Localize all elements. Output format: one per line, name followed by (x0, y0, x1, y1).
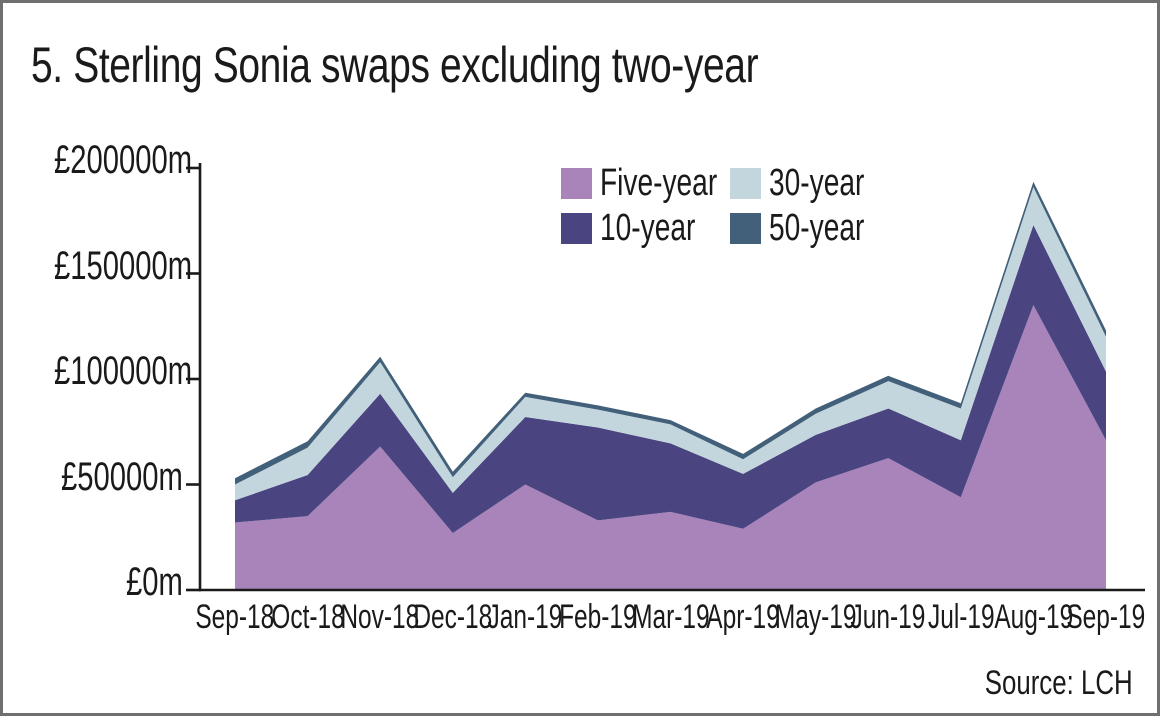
x-tick-label-text: Jun-19 (850, 598, 926, 636)
x-tick-label-text: Jul-19 (927, 598, 995, 636)
x-tick-label-text: Sep-19 (1066, 598, 1146, 636)
x-tick-label-text: Nov-18 (340, 598, 420, 636)
legend-swatch-50-year (730, 212, 761, 244)
x-tick-label: May-19 (746, 599, 886, 635)
y-tick-label-text: £100000m (54, 349, 193, 393)
y-tick-label: £100000m (3, 351, 192, 391)
x-tick-label: Jun-19 (818, 599, 958, 635)
y-tick-label-text: £0m (126, 560, 183, 604)
x-tick-label: Aug-19 (963, 599, 1103, 635)
x-tick-label-text: Oct-18 (270, 598, 345, 636)
legend-item-30-year: 30-year (730, 162, 898, 204)
x-tick-label-text: Dec-18 (413, 598, 493, 636)
x-tick-label-text: May-19 (774, 598, 857, 636)
legend-label-five-year: Five-year (600, 162, 718, 204)
x-tick-label: Feb-19 (528, 599, 668, 635)
y-tick-label: £150000m (3, 246, 192, 286)
area-series-10-year (235, 225, 1106, 533)
x-tick-label: Apr-19 (673, 599, 813, 635)
x-tick-label-text: Aug-19 (993, 598, 1073, 636)
source-text: Source: LCH (985, 664, 1133, 702)
chart-title-text: 5. Sterling Sonia swaps excluding two-ye… (31, 37, 759, 93)
stacked-area-plot (186, 163, 1145, 592)
x-tick-label: Nov-18 (310, 599, 450, 635)
area-series-50-year (235, 181, 1106, 485)
y-tick-label-text: £50000m (61, 454, 183, 499)
x-tick-label-text: Feb-19 (559, 598, 637, 636)
x-tick-label: Oct-18 (238, 599, 378, 635)
y-tick-label-text: £200000m (54, 138, 193, 182)
source-credit: Source: LCH (763, 665, 1133, 701)
chart-title: 5. Sterling Sonia swaps excluding two-ye… (31, 33, 963, 97)
legend-label-10-year: 10-year (600, 207, 696, 249)
area-series-30-year (235, 187, 1106, 501)
legend-item-10-year: 10-year (561, 207, 729, 249)
x-tick-label: Sep-18 (165, 599, 305, 635)
area-series-five-year (235, 305, 1106, 590)
x-tick-label-text: Apr-19 (706, 598, 780, 636)
legend-swatch-five-year (561, 167, 592, 199)
x-tick-label: Jan-19 (455, 599, 595, 635)
y-tick-label: £200000m (3, 140, 192, 180)
y-tick-label: £0m (3, 560, 183, 604)
x-tick-label: Dec-18 (383, 599, 523, 635)
y-tick-label-text: £150000m (54, 243, 193, 288)
legend-label-50-year: 50-year (769, 207, 865, 249)
y-tick-label: £50000m (3, 454, 183, 499)
legend-swatch-30-year (730, 167, 761, 199)
x-tick-label: Jul-19 (891, 599, 1031, 635)
x-tick-label-text: Mar-19 (631, 598, 710, 636)
legend-item-50-year: 50-year (730, 207, 898, 249)
x-tick-label-text: Jan-19 (487, 598, 563, 636)
x-tick-label: Mar-19 (601, 599, 741, 635)
legend-item-five-year: Five-year (561, 162, 758, 204)
x-tick-label-text: Sep-18 (195, 598, 275, 636)
legend-swatch-10-year (561, 212, 592, 244)
x-tick-label: Sep-19 (1036, 598, 1157, 636)
axes (186, 163, 1145, 592)
legend-label-30-year: 30-year (769, 162, 865, 204)
